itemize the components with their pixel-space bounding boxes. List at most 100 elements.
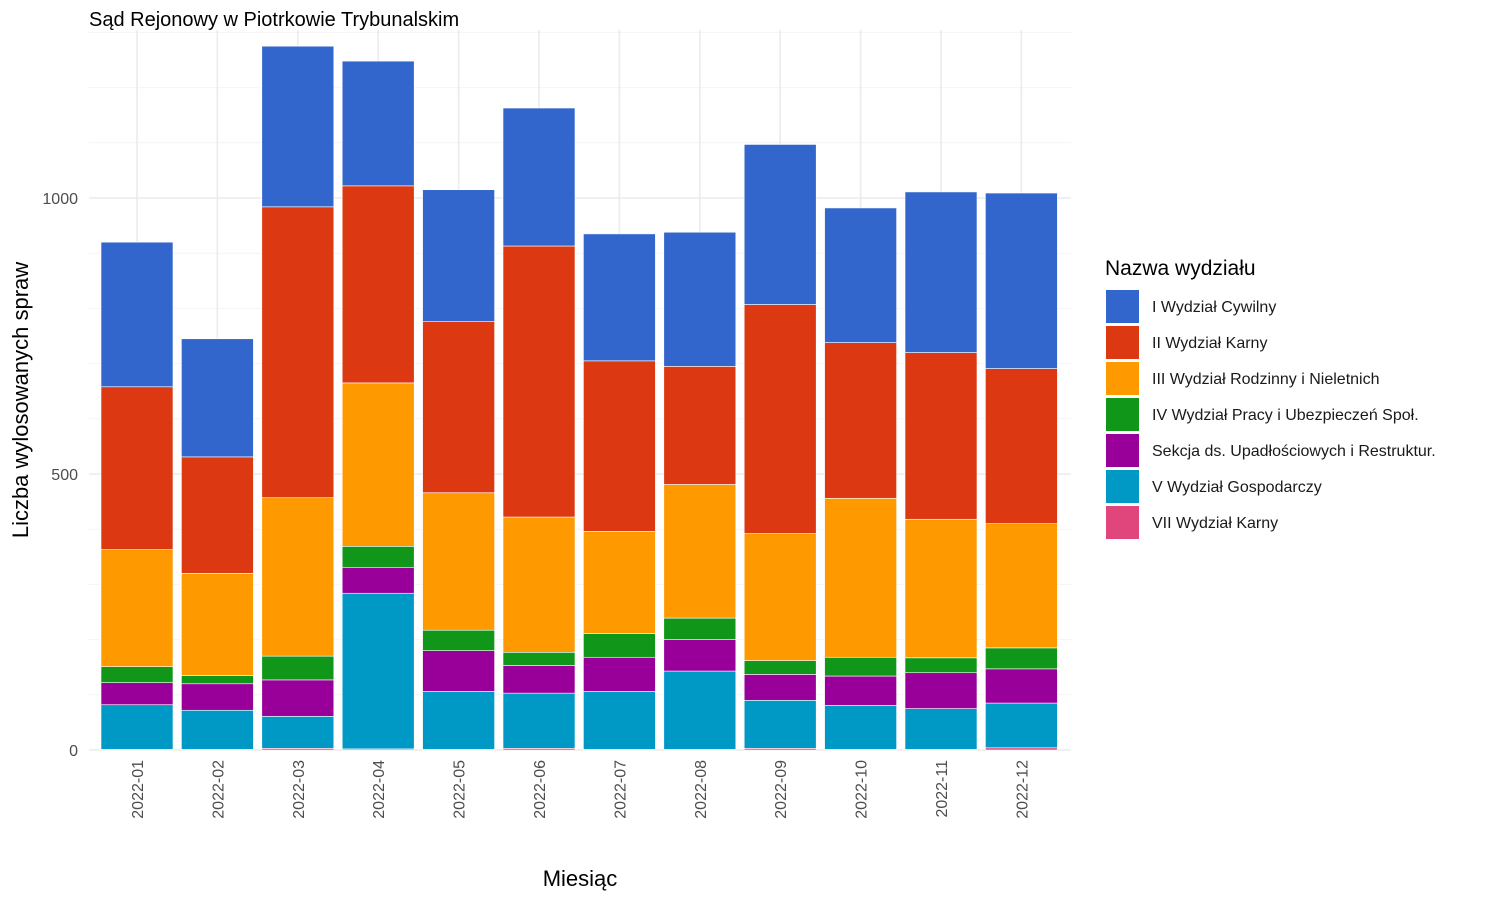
y-axis-title: Liczba wylosowanych spraw (8, 262, 33, 538)
bar-segment (663, 484, 737, 619)
bar-segment (181, 709, 254, 750)
bar-segment (502, 651, 576, 666)
bar-segment (743, 144, 817, 305)
bar-segment (341, 566, 415, 594)
bars-group (100, 45, 1058, 751)
bar-segment (100, 704, 174, 750)
bar-segment (583, 360, 656, 532)
legend-swatch (1106, 362, 1139, 395)
bar-segment (422, 492, 495, 631)
bar-segment (985, 668, 1058, 704)
bar-segment (181, 675, 254, 685)
x-tick-label: 2022-12 (1014, 760, 1031, 819)
bar-segment (583, 633, 656, 658)
bar-segment (502, 692, 576, 749)
bar-segment (261, 206, 335, 499)
bar-segment (100, 241, 174, 388)
bar-segment (261, 679, 335, 717)
bar-segment (663, 639, 737, 672)
legend-swatch (1106, 326, 1139, 359)
y-tick-label: 0 (69, 743, 78, 760)
bar-segment (663, 670, 737, 750)
bar-segment (261, 497, 335, 657)
bar-segment (502, 245, 576, 518)
bar-segment (341, 60, 415, 187)
bar-segment (502, 665, 576, 694)
legend-title: Nazwa wydziału (1105, 257, 1256, 280)
bar-segment (743, 533, 817, 661)
bar-segment (824, 675, 897, 706)
y-axis-ticks: 0 500 1000 (42, 191, 78, 760)
x-tick-label: 2022-11 (934, 760, 951, 818)
bar-segment (261, 655, 335, 681)
x-tick-label: 2022-05 (452, 760, 469, 819)
bar-segment (100, 549, 174, 667)
bar-segment (985, 368, 1058, 524)
legend-label: II Wydział Karny (1152, 335, 1267, 352)
bar-segment (181, 456, 254, 574)
bar-segment (422, 189, 495, 322)
bar-segment (985, 647, 1058, 670)
bar-segment (824, 704, 897, 750)
legend-swatch (1106, 434, 1139, 467)
bar-segment (502, 107, 576, 247)
legend-label: IV Wydział Pracy i Ubezpieczeń Społ. (1152, 407, 1419, 424)
bar-segment (261, 45, 335, 208)
bar-segment (422, 629, 495, 651)
bar-segment (583, 531, 656, 634)
x-tick-label: 2022-09 (773, 760, 790, 819)
x-tick-label: 2022-08 (693, 760, 710, 819)
bar-segment (985, 747, 1058, 751)
bar-segment (663, 231, 737, 367)
bar-segment (824, 342, 897, 499)
x-tick-label: 2022-04 (371, 760, 388, 819)
bar-segment (261, 716, 335, 749)
legend-swatch (1106, 398, 1139, 431)
legend-swatch (1106, 470, 1139, 503)
bar-segment (985, 192, 1058, 369)
bar-segment (341, 185, 415, 384)
bar-segment (583, 691, 656, 750)
bar-segment (181, 683, 254, 711)
legend-label: VII Wydział Karny (1152, 515, 1278, 532)
legend-swatch (1106, 506, 1139, 539)
bar-segment (341, 546, 415, 568)
bar-segment (341, 382, 415, 547)
bar-segment (100, 682, 174, 706)
x-tick-label: 2022-10 (854, 760, 871, 819)
x-tick-label: 2022-01 (130, 760, 147, 819)
legend-label: V Wydział Gospodarczy (1152, 479, 1322, 496)
bar-segment (904, 518, 978, 659)
bar-segment (422, 650, 495, 692)
bar-segment (743, 700, 817, 749)
bar-segment (100, 666, 174, 683)
legend-label: I Wydział Cywilny (1152, 299, 1276, 316)
bar-segment (824, 656, 897, 677)
bar-segment (181, 338, 254, 458)
legend: Nazwa wydziału I Wydział Cywilny II Wydzi… (1105, 257, 1436, 539)
x-tick-label: 2022-07 (612, 760, 629, 819)
x-tick-label: 2022-06 (532, 760, 549, 819)
y-tick-label: 1000 (42, 191, 78, 208)
bar-segment (743, 660, 817, 675)
bar-segment (904, 672, 978, 709)
x-tick-label: 2022-02 (210, 760, 227, 819)
chart-title: Sąd Rejonowy w Piotrkowie Trybunalskim (89, 9, 459, 31)
x-axis-ticks: 2022-01 2022-02 2022-03 2022-04 2022-05 2022-… (130, 760, 1031, 819)
bar-segment (663, 366, 737, 485)
bar-segment (663, 617, 737, 640)
bar-segment (904, 191, 978, 353)
bar-segment (583, 233, 656, 362)
bar-segment (341, 592, 415, 750)
bar-segment (985, 523, 1058, 649)
bar-segment (743, 304, 817, 534)
legend-swatch (1106, 290, 1139, 323)
bar-segment (583, 656, 656, 692)
bar-segment (502, 516, 576, 653)
bar-segment (824, 207, 897, 343)
bar-segment (904, 708, 978, 750)
x-axis-title: Miesiąc (543, 866, 618, 891)
bar-segment (743, 674, 817, 701)
bar-segment (100, 386, 174, 550)
